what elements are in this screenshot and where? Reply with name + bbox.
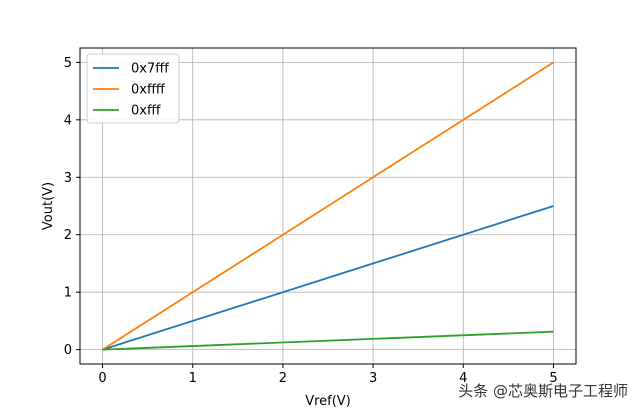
x-tick-label: 4 — [459, 371, 467, 386]
y-tick-label: 4 — [64, 113, 72, 128]
series-line-0x7fff — [102, 205, 554, 351]
y-tick-label: 3 — [64, 171, 72, 186]
x-tick-label: 1 — [189, 371, 197, 386]
y-tick-label: 5 — [64, 56, 72, 71]
legend-box — [86, 53, 180, 124]
series-line-0xffff — [102, 61, 554, 351]
legend: 0x7fff 0xffff 0xfff — [86, 53, 180, 124]
y-axis-label: Vout(V) — [41, 182, 56, 230]
series-lines — [102, 61, 554, 351]
x-axis-label: Vref(V) — [305, 394, 351, 409]
y-tick-label: 1 — [64, 286, 72, 301]
plot-frame — [79, 47, 577, 365]
legend-label: 0xffff — [131, 83, 166, 98]
ticks: 0 1 2 3 4 5 0 1 2 3 4 5 — [64, 56, 558, 386]
legend-label: 0xfff — [131, 104, 161, 119]
series-line-0xfff — [102, 330, 554, 351]
y-tick-label: 2 — [64, 228, 72, 243]
x-tick-label: 5 — [549, 371, 557, 386]
x-tick-label: 3 — [369, 371, 377, 386]
watermark: 头条 @芯奥斯电子工程师 — [458, 382, 628, 400]
x-tick-label: 0 — [98, 371, 106, 386]
legend-label: 0x7fff — [131, 62, 169, 77]
y-tick-label: 0 — [64, 343, 72, 358]
x-tick-label: 2 — [279, 371, 287, 386]
grid — [80, 48, 576, 364]
